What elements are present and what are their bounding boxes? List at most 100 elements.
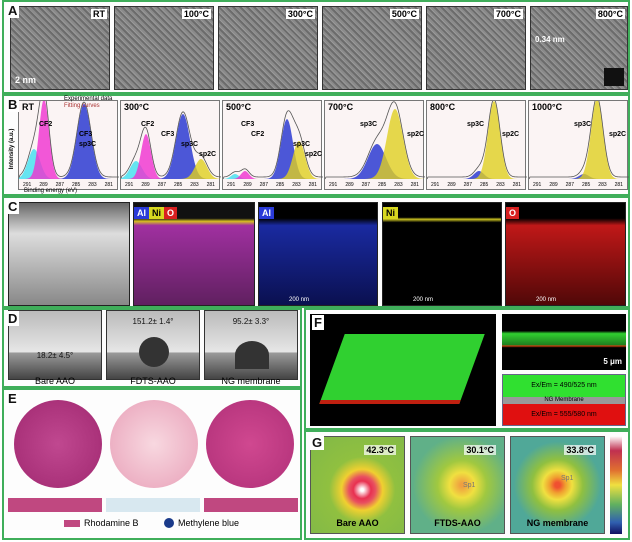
- temp-label: 700°C: [328, 102, 354, 112]
- membrane-label: NG Membrane: [503, 397, 625, 404]
- eds-ni-map: Ni 200 nm: [382, 202, 502, 306]
- al-label: Al: [259, 207, 274, 219]
- panel-label: D: [6, 311, 20, 326]
- temp-label: 800°C: [430, 102, 456, 112]
- tick-label: 287: [463, 182, 472, 188]
- xps-curves: [19, 101, 119, 179]
- tick-label: 289: [345, 182, 354, 188]
- legend-methylene: Methylene blue: [178, 518, 240, 528]
- fitted-peak: [223, 171, 323, 179]
- scale-bar: 5 μm: [603, 357, 622, 366]
- xps-plot: 500°C CF3 CF2 sp3C sp2C 291 289 287 285 283 281: [222, 100, 323, 190]
- o-label: O: [506, 207, 520, 219]
- temp-label: 100°C: [181, 9, 211, 19]
- tick-label: 283: [88, 182, 97, 188]
- eds-o-map: O 200 nm: [505, 202, 626, 306]
- thermal-image: 42.3°C Bare AAO: [310, 436, 405, 534]
- methylene-swatch: [164, 518, 174, 528]
- xps-curves: [325, 101, 425, 180]
- dye-disk: [110, 400, 198, 488]
- scale-bar: 200 nm: [289, 297, 310, 303]
- thermal-image: 30.1°C Sp1 FTDS-AAO: [410, 436, 505, 534]
- fitted-peak: [223, 174, 323, 179]
- fitted-peak: [19, 104, 119, 179]
- tem-image: RT 2 nm: [10, 6, 110, 90]
- temperature: 42.3°C: [364, 445, 396, 455]
- tick-label: 281: [614, 182, 623, 188]
- x-axis-ticks: 291 289 287 285 283 281: [121, 182, 219, 188]
- fft-inset: [604, 68, 624, 86]
- spot-marker: Sp1: [561, 475, 574, 482]
- legend-rhodamine: Rhodamine B: [84, 518, 139, 528]
- tick-label: 291: [430, 182, 440, 188]
- dye-disk: [14, 400, 102, 488]
- peak-label: sp3C: [360, 121, 378, 128]
- tick-label: 285: [173, 182, 183, 188]
- tick-label: 281: [104, 182, 113, 188]
- panel-c-eds: C Al Ni O Al 200 nm Ni 200 nm O 200 nm: [2, 196, 630, 308]
- confocal-cross-section: 5 μm: [502, 314, 626, 370]
- temp-label: 800°C: [595, 9, 625, 19]
- tick-label: 283: [190, 182, 199, 188]
- fitted-peak: [121, 114, 221, 179]
- xps-plot: RT CF2 CF3 sp3C 291 289 287 285 283 281: [18, 100, 119, 190]
- sample-label: FDTS-AAO: [130, 376, 176, 386]
- lattice-spacing: 0.34 nm: [535, 35, 565, 44]
- fitted-peak: [325, 144, 425, 179]
- fitted-peak: [121, 159, 221, 179]
- x-axis-ticks: 291 289 287 285 283 281: [529, 182, 627, 188]
- color-scale-bar: [610, 436, 622, 534]
- side-view: [106, 498, 200, 512]
- tick-label: 283: [394, 182, 403, 188]
- peak-label: sp2C: [609, 131, 627, 138]
- xps-curves: [121, 111, 221, 179]
- tick-label: 281: [512, 182, 521, 188]
- temperature: 33.8°C: [564, 445, 596, 455]
- y-axis-label: Intensity (a.u.): [9, 128, 15, 170]
- contact-angle: 95.2± 3.3°: [232, 317, 270, 326]
- fitted-peak: [529, 174, 629, 179]
- experimental-curve: [19, 101, 119, 178]
- panel-e-dye: E Rhodamine B Methylene blue: [2, 388, 302, 540]
- peak-label: sp3C: [467, 121, 485, 128]
- experimental-curve: [223, 110, 323, 180]
- fitted-peak: [427, 171, 527, 179]
- fitted-peak: [223, 141, 323, 179]
- tick-label: 287: [361, 182, 370, 188]
- x-axis-ticks: 291 289 287 285 283 281: [223, 182, 321, 188]
- tick-label: 289: [243, 182, 252, 188]
- tem-image: 300°C: [218, 6, 318, 90]
- tick-label: 283: [496, 182, 505, 188]
- tick-label: 281: [308, 182, 317, 188]
- scale-bar: 2 nm: [15, 75, 37, 85]
- tick-label: 285: [71, 182, 81, 188]
- temperature: 30.1°C: [464, 445, 496, 455]
- confocal-3d: F: [310, 314, 496, 426]
- legend-experimental: Experimental data: [64, 96, 113, 102]
- xps-curves: [529, 101, 629, 180]
- x-axis-ticks: 291 289 287 285 283 281: [427, 182, 525, 188]
- tick-label: 291: [328, 182, 338, 188]
- temp-label: RT: [91, 9, 107, 19]
- eds-overlay: Al Ni O: [133, 202, 255, 306]
- o-label: O: [164, 207, 178, 219]
- temp-label: RT: [22, 102, 34, 112]
- peak-label: sp2C: [502, 131, 520, 138]
- panel-label: E: [6, 391, 19, 406]
- peak-label: sp2C: [407, 131, 425, 138]
- rhodamine-swatch: [64, 520, 80, 527]
- x-axis-ticks: 291 289 287 285 283 281: [325, 182, 423, 188]
- peak-label: CF3: [79, 131, 93, 138]
- fitted-peak: [19, 101, 119, 179]
- experimental-curve: [121, 111, 221, 179]
- tick-label: 285: [275, 182, 285, 188]
- tick-label: 285: [581, 182, 591, 188]
- droplet-image: 95.2± 3.3°: [204, 310, 298, 380]
- experimental-curve: [529, 101, 629, 180]
- tem-image: 700°C: [426, 6, 526, 90]
- tick-label: 285: [479, 182, 489, 188]
- red-label: Ex/Em = 555/580 nm: [503, 404, 625, 425]
- side-view: [8, 498, 102, 512]
- tick-label: 289: [447, 182, 456, 188]
- tem-image: 100°C: [114, 6, 214, 90]
